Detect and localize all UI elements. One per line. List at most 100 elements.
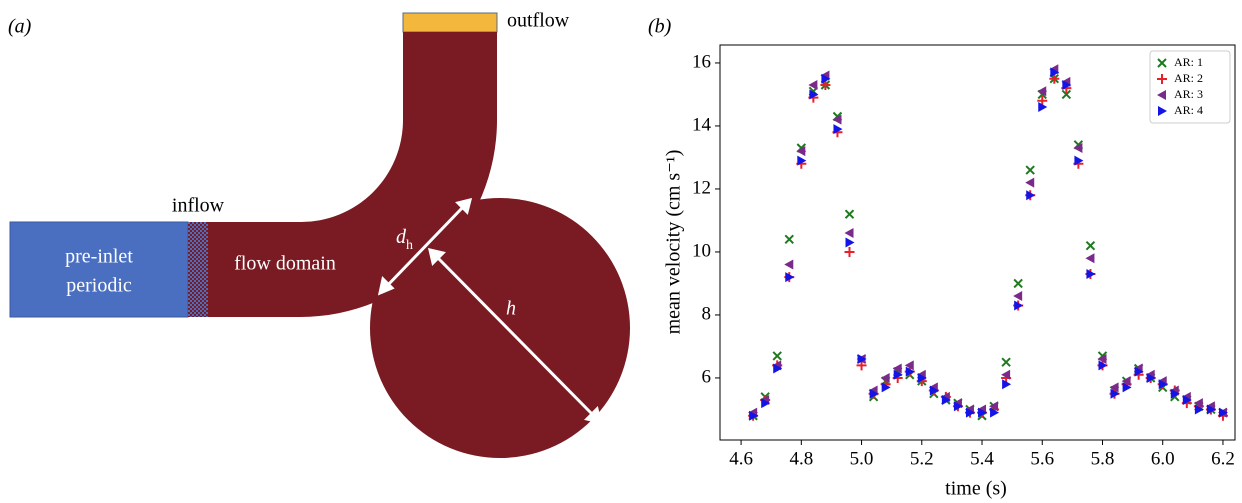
x-tick-label: 5.4 (970, 448, 994, 469)
data-point (832, 114, 842, 125)
data-point (881, 382, 891, 393)
inflow-band (188, 222, 208, 317)
legend-box (1149, 50, 1231, 124)
pre-inlet-label: periodic (66, 275, 132, 297)
data-point (1097, 354, 1107, 365)
data-point (929, 385, 939, 396)
x-tick-label: 5.2 (910, 448, 934, 469)
legend-marker (1157, 90, 1166, 100)
y-axis-label: mean velocity (cm s⁻¹) (663, 150, 685, 335)
data-point (1170, 388, 1180, 399)
data-point (990, 407, 1000, 418)
x-tick-label: 5.8 (1091, 448, 1115, 469)
data-point (1025, 165, 1035, 175)
x-tick-label: 4.6 (729, 448, 753, 469)
legend-label: AR: 3 (1174, 87, 1203, 101)
x-tick-label: 5.6 (1030, 448, 1054, 469)
y-tick-label: 16 (692, 51, 711, 72)
panel-b: (b) time (s) mean velocity (cm s⁻¹) 4.6 4… (648, 16, 1236, 500)
legend-marker (1157, 58, 1167, 68)
data-point (892, 363, 902, 374)
data-point (833, 124, 843, 135)
data-point (1158, 379, 1168, 390)
data-point (1013, 278, 1023, 289)
data-point (845, 237, 855, 248)
data-point (1037, 86, 1047, 97)
data-point (1193, 398, 1203, 409)
data-point (978, 407, 988, 418)
y-tick-label: 14 (692, 114, 712, 135)
dh-label: dh (396, 226, 413, 254)
pre-inlet-label: pre-inlet (65, 246, 133, 268)
data-point (1206, 404, 1216, 415)
data-point (857, 354, 867, 365)
inflow-label: inflow (172, 195, 225, 217)
data-point (880, 372, 890, 383)
data-point (989, 401, 999, 412)
data-point (1061, 89, 1072, 100)
data-point (1014, 300, 1024, 311)
data-point (772, 351, 782, 361)
legend-label: AR: 1 (1174, 55, 1203, 69)
arrows (377, 197, 603, 425)
data-point (844, 209, 855, 219)
data-point (1013, 291, 1023, 302)
x-axis-label: time (s) (945, 478, 1007, 500)
y-tick-label: 12 (692, 177, 711, 198)
data-point (1002, 379, 1012, 390)
x-tick-label: 4.8 (789, 448, 813, 469)
data-point (869, 388, 879, 399)
data-point (785, 272, 795, 283)
x-tick-label: 5.0 (850, 448, 874, 469)
data-point (773, 363, 783, 374)
data-point (1001, 357, 1011, 367)
data-point (1121, 376, 1131, 387)
data-point (965, 407, 975, 418)
data-point (1110, 388, 1120, 399)
data-point (1182, 394, 1192, 405)
data-point (844, 228, 854, 239)
data-point (1098, 360, 1108, 371)
data-point (1085, 253, 1095, 264)
data-point (1038, 102, 1048, 113)
data-point (1122, 382, 1132, 393)
h-label: h (506, 298, 516, 320)
data-point (941, 394, 951, 405)
x-tick-label: 6.2 (1211, 448, 1235, 469)
pre-inlet (9, 221, 189, 318)
data-point (893, 369, 903, 380)
data-point (856, 360, 867, 371)
data-point (1085, 240, 1096, 251)
data-point (796, 146, 806, 157)
data-point (1074, 155, 1084, 166)
data-point (761, 398, 771, 409)
data-point (1062, 80, 1072, 91)
data-point (1134, 366, 1144, 377)
panel-label: (a) (8, 16, 32, 38)
data-point (820, 80, 831, 91)
plot-frame (719, 44, 1236, 441)
legend-label: AR: 4 (1174, 103, 1203, 117)
panel-label: (b) (648, 16, 672, 38)
legend-marker (1158, 106, 1167, 116)
panel-a: (a) outflow inflow pre-inlet periodic fl… (8, 10, 630, 458)
data-point (1073, 143, 1083, 154)
channel (200, 32, 497, 317)
dh-sub: h (406, 238, 413, 253)
data-point (797, 155, 807, 166)
data-point (749, 410, 759, 421)
data-point (784, 259, 794, 270)
data-point (953, 401, 963, 412)
data-point (1037, 95, 1048, 106)
data-point (1146, 372, 1156, 383)
data-point (1025, 177, 1035, 188)
data-point (1218, 407, 1228, 418)
data-point (1194, 404, 1204, 415)
outflow-label: outflow (507, 10, 570, 32)
x-tick-label: 6.0 (1151, 448, 1175, 469)
data-point (904, 360, 914, 371)
y-tick-label: 8 (702, 303, 712, 324)
data-point (1001, 369, 1011, 380)
legend-marker (1157, 74, 1167, 84)
